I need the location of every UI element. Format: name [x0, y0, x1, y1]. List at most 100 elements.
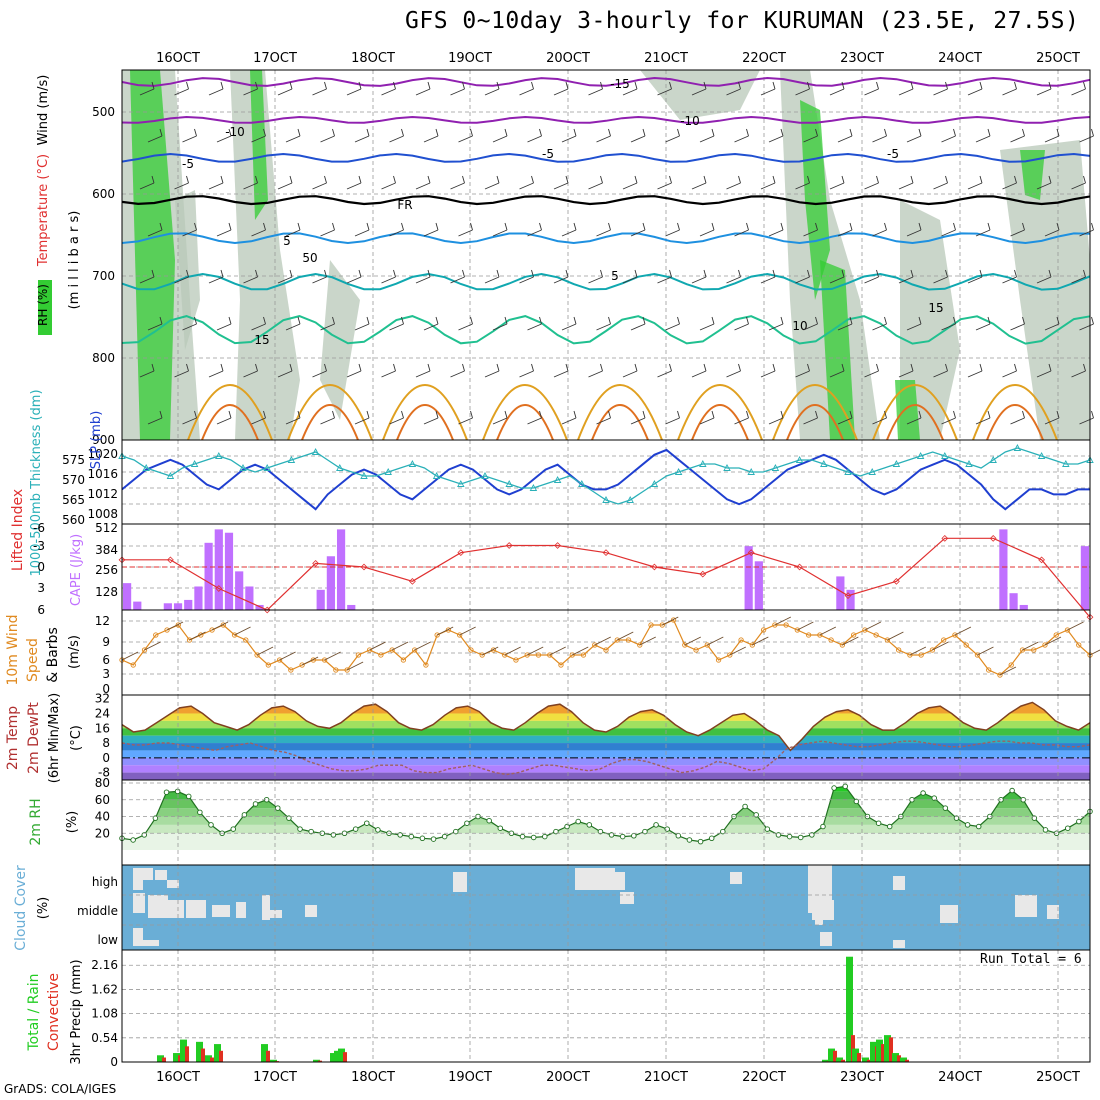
wind-barb	[588, 182, 603, 190]
wind-barb	[898, 182, 914, 190]
wind-barb-flag	[220, 269, 224, 278]
rh-marker	[186, 793, 192, 800]
temp-band	[122, 750, 1090, 758]
wind-barb	[251, 135, 266, 143]
wind-barb	[139, 182, 155, 190]
precip-convective-bar	[833, 1050, 837, 1062]
wind-speed-marker	[873, 632, 879, 638]
wind-barb-flag	[194, 410, 197, 419]
wind-barb-flag	[918, 316, 922, 325]
wind-barb	[1071, 370, 1086, 378]
precip-total-bar	[270, 1059, 277, 1062]
precip-total-bar	[261, 1044, 268, 1062]
temp-contour-20	[972, 384, 1058, 441]
wind-speed-marker	[850, 632, 857, 638]
wind-barb	[596, 417, 611, 425]
rh-marker	[964, 822, 971, 828]
precip-axis-label: 3hr Precip (mm)	[69, 959, 84, 1064]
wind-barb	[312, 370, 327, 378]
wind-barb-flag	[289, 81, 293, 90]
wind-barb	[1036, 276, 1052, 284]
thickness-marker	[432, 472, 441, 479]
wind-barb-flag	[703, 81, 707, 90]
wind-speed-marker	[625, 637, 632, 643]
wind-barb-flag	[263, 410, 266, 419]
rh-marker	[708, 835, 715, 842]
wind-speed-marker	[400, 657, 407, 663]
wind-barb	[622, 370, 638, 378]
temp-band-group	[122, 702, 1090, 780]
wind-speed-marker	[603, 647, 609, 653]
wind-barb	[484, 88, 500, 96]
thickness-marker	[699, 460, 707, 467]
wind-barb	[147, 229, 163, 237]
wind-barb	[967, 276, 983, 284]
rh-tick: 60	[95, 793, 110, 807]
wind-barb	[864, 370, 879, 378]
slp-tick: 1008	[87, 507, 118, 521]
thickness-marker	[916, 452, 925, 459]
temp-contour-25	[786, 404, 844, 441]
thickness-marker	[747, 468, 755, 475]
thickness-marker	[166, 472, 175, 479]
rh-marker	[831, 785, 837, 791]
wind-barb	[484, 182, 500, 190]
chart-title: GFS 0~10day 3-hourly for KURUMAN (23.5E,…	[405, 8, 1080, 34]
rh-marker	[697, 838, 704, 845]
wind-speed-marker	[276, 657, 283, 663]
wind-barb	[415, 182, 431, 190]
wind-barb	[699, 417, 715, 425]
wind-barb	[768, 229, 784, 237]
wind-barb	[346, 182, 362, 190]
wind-speed-marker	[929, 647, 936, 653]
wind-barb	[277, 88, 293, 96]
wind-barb-flag	[159, 222, 163, 231]
rh-marker	[408, 833, 415, 840]
wind-barb	[691, 182, 707, 190]
cape-bar	[1019, 604, 1028, 610]
wind-barb	[415, 88, 431, 96]
precip-convective-bar	[185, 1046, 189, 1062]
rh-legend-swatch	[38, 280, 52, 335]
surface-wind-barb	[684, 636, 701, 646]
rh-marker	[720, 828, 726, 835]
wind-barb-flag	[573, 316, 577, 325]
cloud-block	[143, 868, 153, 880]
wind-barb	[933, 88, 948, 96]
wind-barb-flag	[669, 175, 672, 184]
rh-marker	[530, 834, 537, 841]
precip-convective-bar	[841, 1059, 845, 1062]
rh-tick: 20	[95, 826, 110, 840]
wind-barb-flag	[945, 81, 948, 90]
wind-barb	[484, 370, 500, 378]
wind-barb-flag	[358, 269, 362, 278]
wind-speed-marker	[344, 667, 350, 673]
wind-speed-marker	[321, 657, 328, 663]
wind-barb-flag	[573, 222, 577, 231]
wind-barb-flag	[435, 222, 439, 231]
wind-speed-marker	[243, 637, 249, 643]
wind-speed-marker	[547, 652, 553, 658]
lifted-index-axis-label: Lifted Index	[10, 489, 26, 571]
wind-barb	[423, 417, 439, 425]
wind-barb-flag	[1056, 410, 1060, 419]
cape-tick: 256	[95, 563, 118, 577]
wind-barb-flag	[194, 316, 197, 325]
wind-barb-flag	[1048, 269, 1052, 278]
wind-barb-flag	[608, 316, 611, 325]
cape-bar	[754, 561, 763, 610]
slp-tick: 1016	[87, 467, 118, 481]
rh-marker	[809, 832, 815, 838]
lifted-index-marker	[602, 549, 610, 557]
wind-barb	[1079, 323, 1094, 331]
wind-barb	[561, 323, 577, 331]
wind-barb	[423, 323, 439, 331]
wind-barb-flag	[738, 81, 741, 90]
surface-wind-barb	[234, 626, 251, 636]
wind-speed-marker	[186, 637, 193, 643]
wind-barb-flag	[496, 81, 500, 90]
wind-barb-flag	[1014, 175, 1017, 184]
wind-barb-flag	[677, 222, 680, 231]
rh-marker	[553, 828, 559, 835]
temp-contour-25	[201, 404, 259, 441]
